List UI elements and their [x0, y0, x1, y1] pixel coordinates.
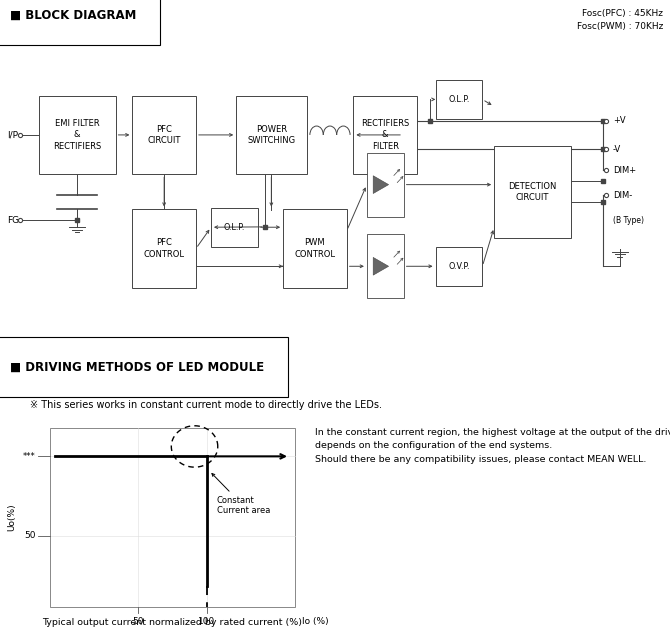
Text: EMI FILTER
&
RECTIFIERS: EMI FILTER & RECTIFIERS	[53, 119, 101, 150]
Text: O.V.P.: O.V.P.	[448, 262, 470, 271]
Text: ■ DRIVING METHODS OF LED MODULE: ■ DRIVING METHODS OF LED MODULE	[10, 361, 264, 373]
Text: POWER
SWITCHING: POWER SWITCHING	[247, 125, 295, 145]
Text: 50: 50	[133, 618, 144, 626]
Text: RECTIFIERS
&
FILTER: RECTIFIERS & FILTER	[361, 119, 409, 150]
Text: O.L.P.: O.L.P.	[448, 95, 470, 104]
Bar	[367, 153, 403, 217]
Text: -V: -V	[613, 145, 621, 153]
Bar	[50, 427, 295, 607]
Text: Fosc(PFC) : 45KHz
Fosc(PWM) : 70KHz: Fosc(PFC) : 45KHz Fosc(PWM) : 70KHz	[577, 9, 663, 31]
Text: PFC
CIRCUIT: PFC CIRCUIT	[147, 125, 181, 145]
Text: Constant
Current area: Constant Current area	[212, 474, 270, 515]
Text: +V: +V	[613, 116, 626, 125]
Bar	[436, 80, 482, 119]
Bar	[494, 146, 572, 238]
Text: Typical output current normalized by rated current (%): Typical output current normalized by rat…	[42, 618, 303, 627]
Bar	[436, 247, 482, 286]
Text: I/P: I/P	[7, 131, 17, 139]
Text: (B Type): (B Type)	[613, 216, 644, 224]
Polygon shape	[373, 257, 389, 275]
Bar	[367, 235, 403, 298]
Text: Uo(%): Uo(%)	[7, 504, 16, 531]
Bar	[133, 209, 196, 288]
Polygon shape	[373, 176, 389, 193]
Text: PWM
CONTROL: PWM CONTROL	[294, 238, 336, 259]
Text: ※ This series works in constant current mode to directly drive the LEDs.: ※ This series works in constant current …	[30, 399, 382, 410]
Text: ■ BLOCK DIAGRAM: ■ BLOCK DIAGRAM	[10, 9, 137, 22]
Bar	[283, 209, 347, 288]
Text: 50: 50	[24, 531, 36, 540]
Text: FG: FG	[7, 216, 19, 224]
Text: DIM-: DIM-	[613, 191, 632, 200]
Bar	[354, 96, 417, 174]
Bar	[211, 208, 258, 247]
Text: ***: ***	[23, 452, 36, 461]
Text: 100: 100	[198, 618, 215, 626]
Text: Io (%): Io (%)	[302, 618, 328, 626]
Text: In the constant current region, the highest voltage at the output of the driver
: In the constant current region, the high…	[315, 427, 670, 464]
Text: DETECTION
CIRCUIT: DETECTION CIRCUIT	[509, 182, 557, 202]
Bar	[38, 96, 116, 174]
Text: PFC
CONTROL: PFC CONTROL	[143, 238, 185, 259]
Bar	[237, 96, 306, 174]
Text: O.L.P.: O.L.P.	[224, 223, 245, 231]
Bar	[133, 96, 196, 174]
Text: DIM+: DIM+	[613, 166, 636, 175]
